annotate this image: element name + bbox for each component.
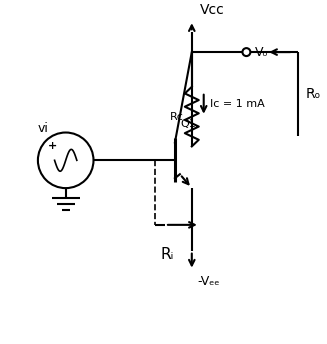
Text: Ic = 1 mA: Ic = 1 mA (210, 99, 265, 109)
Text: Rₒ: Rₒ (306, 87, 321, 101)
Text: Rᵢ: Rᵢ (160, 247, 173, 262)
Text: Vₒ: Vₒ (255, 46, 269, 58)
Text: vi: vi (38, 122, 49, 135)
Text: Vcc: Vcc (200, 3, 225, 17)
Text: Rc: Rc (170, 112, 184, 122)
Text: +: + (48, 141, 58, 151)
Text: Q1: Q1 (180, 119, 196, 129)
Text: -Vₑₑ: -Vₑₑ (198, 276, 220, 289)
